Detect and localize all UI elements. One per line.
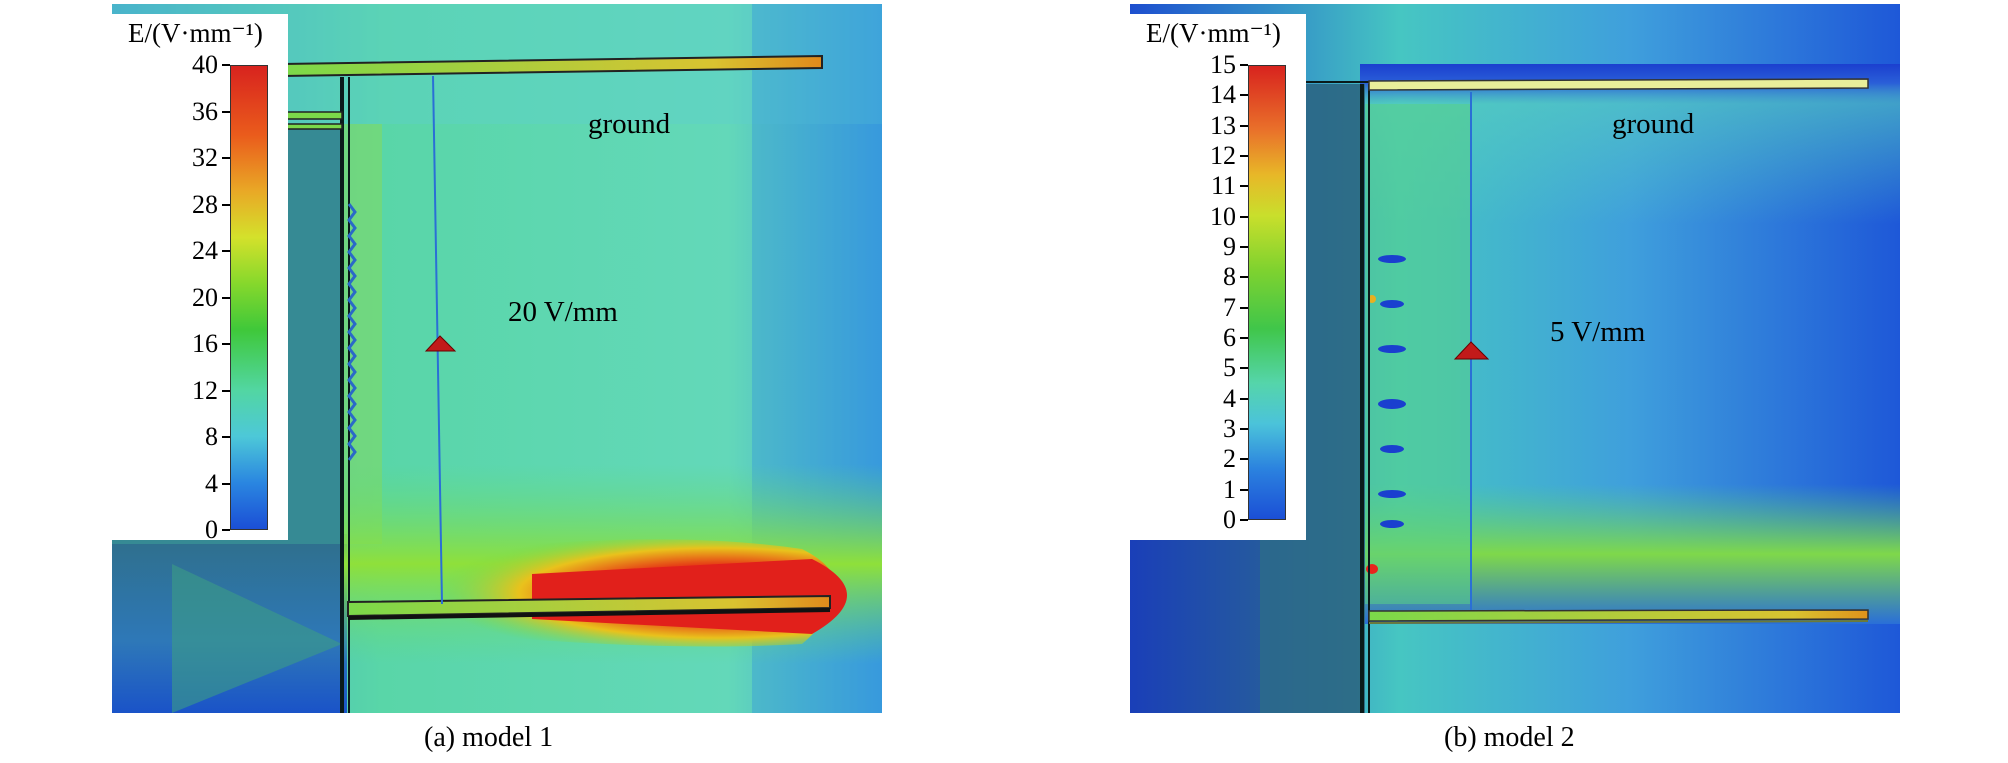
colorbar-tick-label: 11 xyxy=(1210,171,1236,201)
field-strength-label: 5 V/mm xyxy=(1550,316,1646,348)
colorbar-tick-label: 8 xyxy=(1223,262,1236,292)
caption-model-2: (b) model 2 xyxy=(1444,722,1575,753)
colorbar-tick-label: 12 xyxy=(192,375,218,405)
colorbar-tick-label: 5 xyxy=(1223,353,1236,383)
colorbar-tick-mark xyxy=(1240,488,1248,491)
colorbar-tick-mark xyxy=(1240,519,1248,521)
colorbar-tick-mark xyxy=(222,157,230,159)
colorbar-tick-label: 36 xyxy=(192,96,218,126)
colorbar-tick-label: 13 xyxy=(1210,110,1236,140)
caption-model-1: (a) model 1 xyxy=(424,722,554,753)
colorbar-tick-mark xyxy=(222,110,230,113)
field-plot-model-2: E/(V·mm⁻¹) 15 14 13 12 11 10 9 8 7 6 5 4 3 2 1 0 ground… xyxy=(1130,4,1900,713)
colorbar-tick-label: 6 xyxy=(1223,323,1236,352)
colorbar-tick-label: 0 xyxy=(1223,505,1236,534)
colorbar-tick-mark xyxy=(1240,276,1248,279)
colorbar-tick-label: 24 xyxy=(192,236,218,265)
ground-label: ground xyxy=(1612,108,1695,140)
colorbar-tick-label: 16 xyxy=(192,329,218,358)
colorbar-tick-mark xyxy=(222,436,230,438)
colorbar-tick-mark xyxy=(222,343,230,345)
colorbar-tick-mark xyxy=(1240,306,1248,309)
colorbar-tick-mark xyxy=(1240,246,1248,248)
colorbar-tick-label: 12 xyxy=(1210,141,1236,170)
colorbar-tick-label: 3 xyxy=(1223,414,1236,443)
colorbar-tick-mark xyxy=(1240,428,1248,430)
colorbar-tick-mark xyxy=(1240,367,1248,370)
field-plot-model-1: E/(V·mm⁻¹) 40 36 32 28 24 20 16 12 8 4 0 ground 20… xyxy=(112,4,882,713)
colorbar-tick-label: 8 xyxy=(205,422,218,451)
colorbar-tick-mark xyxy=(222,250,230,252)
colorbar-tick-mark xyxy=(222,64,230,66)
colorbar-title: E/(V·mm⁻¹) xyxy=(1146,18,1281,48)
colorbar-tick-label: 4 xyxy=(205,468,218,498)
colorbar-tick-mark xyxy=(1240,185,1248,188)
colorbar-tick-label: 40 xyxy=(192,50,218,79)
colorbar-gradient xyxy=(1248,65,1286,520)
colorbar-tick-mark xyxy=(222,389,230,392)
colorbar-tick-label: 32 xyxy=(192,143,218,172)
colorbar-tick-label: 9 xyxy=(1223,232,1236,261)
colorbar-tick-label: 15 xyxy=(1210,50,1236,79)
colorbar-tick-mark xyxy=(222,203,230,206)
colorbar-tick-label: 1 xyxy=(1223,474,1236,504)
colorbar-tick-mark xyxy=(1240,124,1248,127)
colorbar-tick-label: 28 xyxy=(192,189,218,219)
colorbar-legend: E/(V·mm⁻¹) 40 36 32 28 24 20 16 12 8 4 0 xyxy=(112,14,288,544)
colorbar-tick-mark xyxy=(1240,397,1248,400)
colorbar-tick-label: 7 xyxy=(1223,292,1236,322)
colorbar-tick-label: 20 xyxy=(192,282,218,312)
colorbar-tick-mark xyxy=(222,482,230,485)
colorbar-tick-mark xyxy=(1240,155,1248,157)
colorbar-gradient xyxy=(230,65,268,530)
colorbar-tick-mark xyxy=(1240,94,1248,97)
ground-label: ground xyxy=(588,108,671,140)
colorbar-tick-label: 14 xyxy=(1210,80,1236,110)
colorbar-tick-label: 2 xyxy=(1223,444,1236,474)
colorbar-tick-label: 4 xyxy=(1223,383,1236,413)
field-strength-label: 20 V/mm xyxy=(508,296,618,328)
colorbar-tick-mark xyxy=(1240,458,1248,461)
colorbar-legend: E/(V·mm⁻¹) 15 14 13 12 11 10 9 8 7 6 5 4 3 2 1 0 xyxy=(1130,14,1306,540)
colorbar-tick-label: 10 xyxy=(1210,201,1236,231)
colorbar-tick-mark xyxy=(222,529,230,531)
colorbar-tick-mark xyxy=(222,296,230,299)
colorbar-tick-label: 0 xyxy=(205,515,218,544)
colorbar-tick-mark xyxy=(1240,64,1248,66)
colorbar-tick-mark xyxy=(1240,337,1248,339)
colorbar-title: E/(V·mm⁻¹) xyxy=(128,18,263,48)
colorbar-tick-mark xyxy=(1240,215,1248,218)
